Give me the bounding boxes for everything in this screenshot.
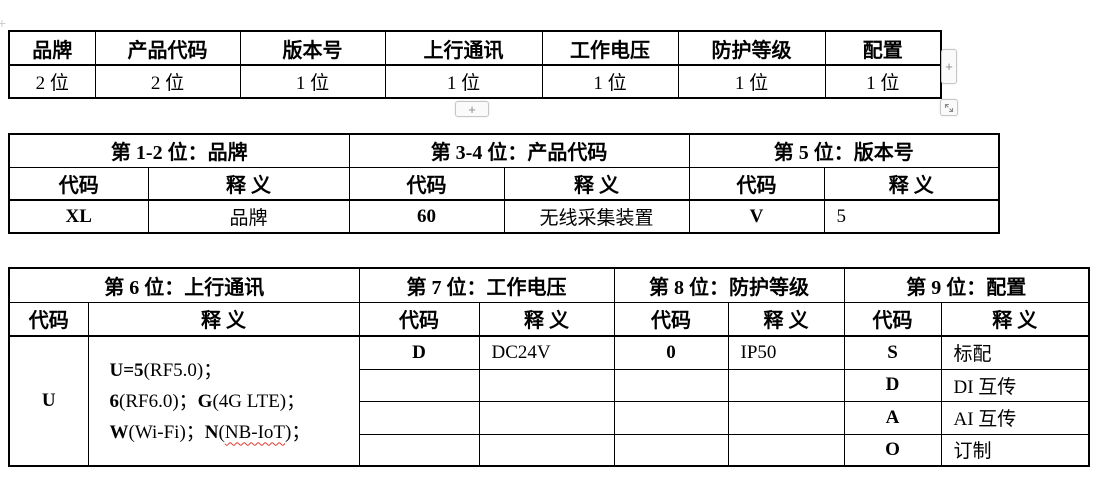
t3-code-header[interactable]: 代码 bbox=[613, 301, 729, 337]
t2-section-title[interactable]: 第 3-4 位：产品代码 bbox=[348, 133, 690, 168]
t1-header-cell[interactable]: 工作电压 bbox=[541, 30, 679, 66]
t3-code-header[interactable]: 代码 bbox=[843, 301, 942, 337]
t1-header-cell[interactable]: 上行通讯 bbox=[384, 30, 543, 66]
t1-header-cell[interactable]: 防护等级 bbox=[677, 30, 826, 66]
voltage-meaning-cell[interactable] bbox=[478, 368, 615, 402]
voltage-code-cell[interactable] bbox=[358, 400, 480, 435]
t3-section-title[interactable]: 第 6 位：上行通讯 bbox=[8, 267, 360, 303]
t2-meaning-header[interactable]: 释 义 bbox=[147, 166, 350, 201]
plus-icon: + bbox=[468, 101, 476, 117]
t2-meaning-cell[interactable]: 无线采集装置 bbox=[503, 199, 690, 234]
voltage-code-cell[interactable] bbox=[358, 433, 480, 467]
t3-section-title[interactable]: 第 9 位：配置 bbox=[843, 267, 1090, 303]
diagonal-resize-icon bbox=[944, 103, 954, 112]
t2-meaning-cell[interactable]: 5 bbox=[823, 199, 1000, 234]
config-code-cell[interactable]: O bbox=[843, 433, 942, 467]
protection-meaning-cell[interactable] bbox=[727, 400, 845, 435]
config-meaning-cell[interactable]: DI 互传 bbox=[940, 368, 1090, 402]
t2-meaning-header[interactable]: 释 义 bbox=[503, 166, 690, 201]
protection-code-cell[interactable] bbox=[613, 368, 729, 402]
t1-value-cell[interactable]: 1 位 bbox=[677, 64, 826, 99]
t2-code-header[interactable]: 代码 bbox=[688, 166, 825, 201]
table-move-handle[interactable]: + bbox=[0, 15, 7, 31]
t2-code-header[interactable]: 代码 bbox=[8, 166, 149, 201]
t1-header-cell[interactable]: 版本号 bbox=[239, 30, 386, 66]
voltage-meaning-cell[interactable] bbox=[478, 400, 615, 435]
protection-code-cell[interactable]: 0 bbox=[613, 335, 729, 370]
uplink-code-cell[interactable]: U bbox=[8, 335, 89, 467]
add-row-button[interactable]: + bbox=[455, 101, 489, 117]
config-code-cell[interactable]: D bbox=[843, 368, 942, 402]
t2-code-cell[interactable]: 60 bbox=[348, 199, 505, 234]
t2-code-header[interactable]: 代码 bbox=[348, 166, 505, 201]
digits-6-9-table: 第 6 位：上行通讯 第 7 位：工作电压 第 8 位：防护等级 第 9 位：配… bbox=[8, 267, 1090, 467]
voltage-code-cell[interactable] bbox=[358, 368, 480, 402]
t2-code-cell[interactable]: XL bbox=[8, 199, 149, 234]
t1-value-cell[interactable]: 1 位 bbox=[384, 64, 543, 99]
t2-meaning-header[interactable]: 释 义 bbox=[823, 166, 1000, 201]
t2-section-title[interactable]: 第 1-2 位：品牌 bbox=[8, 133, 350, 168]
plus-icon: + bbox=[945, 59, 953, 74]
voltage-code-cell[interactable]: D bbox=[358, 335, 480, 370]
protection-meaning-cell[interactable] bbox=[727, 368, 845, 402]
add-column-button[interactable]: + bbox=[941, 49, 957, 84]
t1-value-cell[interactable]: 2 位 bbox=[94, 64, 241, 99]
t3-code-header[interactable]: 代码 bbox=[358, 301, 480, 337]
t3-meaning-header[interactable]: 释 义 bbox=[87, 301, 360, 337]
t2-code-cell[interactable]: V bbox=[688, 199, 825, 234]
t1-header-cell[interactable]: 品牌 bbox=[8, 30, 96, 66]
config-meaning-cell[interactable]: 订制 bbox=[940, 433, 1090, 467]
table-resize-handle[interactable] bbox=[940, 99, 958, 116]
voltage-meaning-cell[interactable]: DC24V bbox=[478, 335, 615, 370]
t3-section-title[interactable]: 第 8 位：防护等级 bbox=[613, 267, 845, 303]
t3-code-header[interactable]: 代码 bbox=[8, 301, 89, 337]
t1-value-cell[interactable]: 1 位 bbox=[824, 64, 942, 99]
protection-meaning-cell[interactable] bbox=[727, 433, 845, 467]
t2-meaning-cell[interactable]: 品牌 bbox=[147, 199, 350, 234]
t2-section-title[interactable]: 第 5 位：版本号 bbox=[688, 133, 1000, 168]
config-code-cell[interactable]: A bbox=[843, 400, 942, 435]
t1-header-cell[interactable]: 配置 bbox=[824, 30, 942, 66]
protection-code-cell[interactable] bbox=[613, 433, 729, 467]
digits-1-5-table: 第 1-2 位：品牌 第 3-4 位：产品代码 第 5 位：版本号 代码 释 义… bbox=[8, 133, 1001, 234]
voltage-meaning-cell[interactable] bbox=[478, 433, 615, 467]
t3-section-title[interactable]: 第 7 位：工作电压 bbox=[358, 267, 615, 303]
t3-meaning-header[interactable]: 释 义 bbox=[478, 301, 615, 337]
t1-value-cell[interactable]: 1 位 bbox=[239, 64, 386, 99]
t3-meaning-header[interactable]: 释 义 bbox=[727, 301, 845, 337]
t1-value-cell[interactable]: 2 位 bbox=[8, 64, 96, 99]
uplink-meaning-cell[interactable]: U=5(RF5.0)； 6(RF6.0)；G(4G LTE)； W(Wi-Fi)；N… bbox=[87, 335, 360, 467]
config-meaning-cell[interactable]: 标配 bbox=[940, 335, 1090, 370]
t1-header-cell[interactable]: 产品代码 bbox=[94, 30, 241, 66]
config-meaning-cell[interactable]: AI 互传 bbox=[940, 400, 1090, 435]
config-code-cell[interactable]: S bbox=[843, 335, 942, 370]
digit-summary-table: 品牌 产品代码 版本号 上行通讯 工作电压 防护等级 配置 2 位 2 位 1 … bbox=[8, 30, 942, 99]
protection-code-cell[interactable] bbox=[613, 400, 729, 435]
protection-meaning-cell[interactable]: IP50 bbox=[727, 335, 845, 370]
t3-meaning-header[interactable]: 释 义 bbox=[940, 301, 1090, 337]
t1-value-cell[interactable]: 1 位 bbox=[541, 64, 679, 99]
